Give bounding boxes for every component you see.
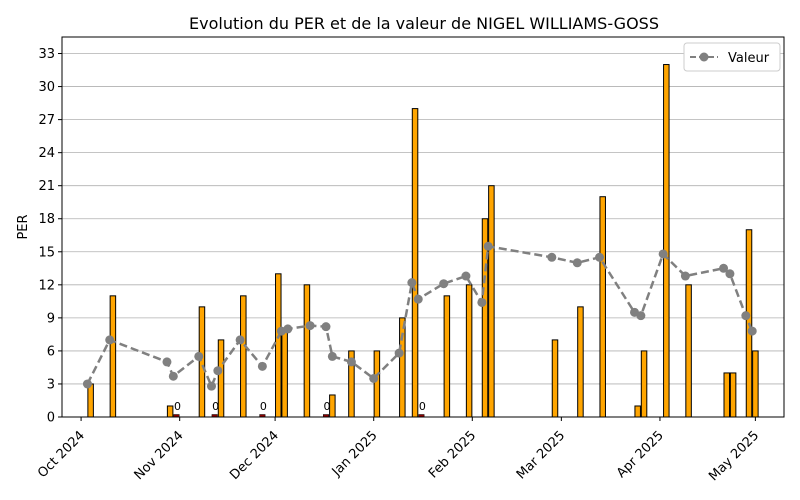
valeur-point — [82, 379, 92, 389]
valeur-point — [213, 366, 223, 376]
valeur-point — [283, 324, 293, 334]
valeur-point — [407, 278, 417, 288]
x-tick-label: Jan 2025 — [329, 428, 381, 480]
per-bar — [551, 339, 559, 418]
per-bar — [599, 196, 606, 418]
y-tick-label: 15 — [38, 245, 55, 260]
valeur-point — [194, 351, 204, 361]
zero-bar-label: 0 — [212, 400, 219, 413]
valeur-point — [461, 271, 471, 281]
plot-frame — [61, 36, 785, 418]
chart-title: Evolution du PER et de la valeur de NIGE… — [189, 14, 659, 33]
per-bar — [640, 350, 648, 418]
zero-bar-label: 0 — [323, 400, 330, 413]
valeur-point — [747, 326, 757, 336]
per-bar — [465, 284, 473, 418]
x-tick-label: Feb 2025 — [426, 428, 479, 481]
y-tick-label: 12 — [38, 278, 55, 293]
valeur-point — [658, 249, 668, 259]
per-bar — [281, 328, 288, 418]
per-bar — [577, 306, 584, 418]
per-bar — [303, 284, 311, 418]
per-bar — [723, 372, 730, 418]
per-bar — [411, 108, 419, 418]
y-tick-label: 33 — [38, 47, 55, 62]
y-tick-label: 27 — [38, 113, 55, 128]
per-bar — [198, 306, 206, 418]
per-bar — [488, 185, 495, 418]
y-tick-label: 6 — [47, 344, 55, 359]
per-bar — [663, 64, 670, 418]
per-bar — [685, 284, 692, 418]
y-tick-label: 3 — [47, 377, 55, 392]
x-tick-label: Oct 2024 — [35, 428, 88, 481]
x-tick-label: Mar 2025 — [514, 428, 568, 482]
valeur-point — [257, 361, 267, 371]
y-tick-label: 18 — [38, 212, 55, 227]
zero-bar-label: 0 — [419, 400, 426, 413]
y-tick-label: 21 — [38, 179, 55, 194]
valeur-point — [725, 269, 735, 279]
x-tick-label: May 2025 — [706, 428, 762, 484]
x-tick-label: Nov 2024 — [132, 428, 187, 483]
y-tick-label: 0 — [47, 411, 55, 426]
per-bar — [275, 273, 282, 418]
x-tick-label: Apr 2025 — [614, 428, 667, 481]
valeur-point — [595, 252, 605, 262]
legend: Valeur — [683, 42, 781, 72]
per-bar — [240, 295, 247, 418]
per-bar — [752, 350, 759, 418]
zero-bar-label: 0 — [260, 400, 267, 413]
per-bar — [87, 383, 94, 418]
y-axis-title: PER — [16, 214, 31, 239]
y-tick-label: 9 — [47, 311, 55, 326]
legend-box — [683, 42, 781, 72]
valeur-point — [168, 371, 178, 381]
valeur-point — [305, 321, 315, 331]
valeur-point — [680, 271, 690, 281]
zero-labels: 0 0 0 0 0 — [174, 400, 426, 413]
y-tick-label: 30 — [38, 80, 55, 95]
per-bar — [166, 405, 174, 418]
zero-bar-label: 0 — [174, 400, 181, 413]
valeur-point — [572, 258, 582, 268]
legend-marker — [699, 52, 709, 62]
valeur-point — [206, 381, 216, 391]
x-tick-label: Dec 2024 — [227, 428, 282, 483]
y-tick-label: 24 — [38, 146, 55, 161]
valeur-point — [636, 311, 646, 321]
valeur-point — [346, 357, 356, 367]
per-bar — [373, 350, 381, 418]
valeur-point — [327, 351, 337, 361]
valeur-point — [105, 335, 115, 345]
valeur-point — [477, 297, 487, 307]
valeur-point — [483, 241, 493, 251]
per-bar — [729, 372, 737, 418]
valeur-point — [235, 335, 245, 345]
y-axis-ticks: 0 3 6 9 12 15 18 21 24 27 30 33 — [38, 47, 62, 426]
valeur-point — [162, 357, 172, 367]
valeur-point — [369, 373, 379, 383]
valeur-point — [394, 348, 404, 358]
per-bar — [443, 295, 451, 418]
valeur-point — [719, 263, 729, 273]
legend-label-valeur: Valeur — [728, 51, 770, 66]
valeur-point — [741, 311, 751, 321]
valeur-point — [439, 279, 449, 289]
valeur-point — [547, 252, 557, 262]
valeur-line — [86, 244, 754, 390]
per-bar — [634, 405, 641, 418]
x-axis-ticks: Oct 2024 Nov 2024 Dec 2024 Jan 2025 Feb 2025… — [35, 417, 762, 484]
valeur-point — [413, 294, 423, 304]
valeur-series — [82, 241, 757, 391]
axes — [61, 36, 785, 418]
valeur-point — [321, 322, 331, 332]
per-bar — [109, 295, 117, 418]
